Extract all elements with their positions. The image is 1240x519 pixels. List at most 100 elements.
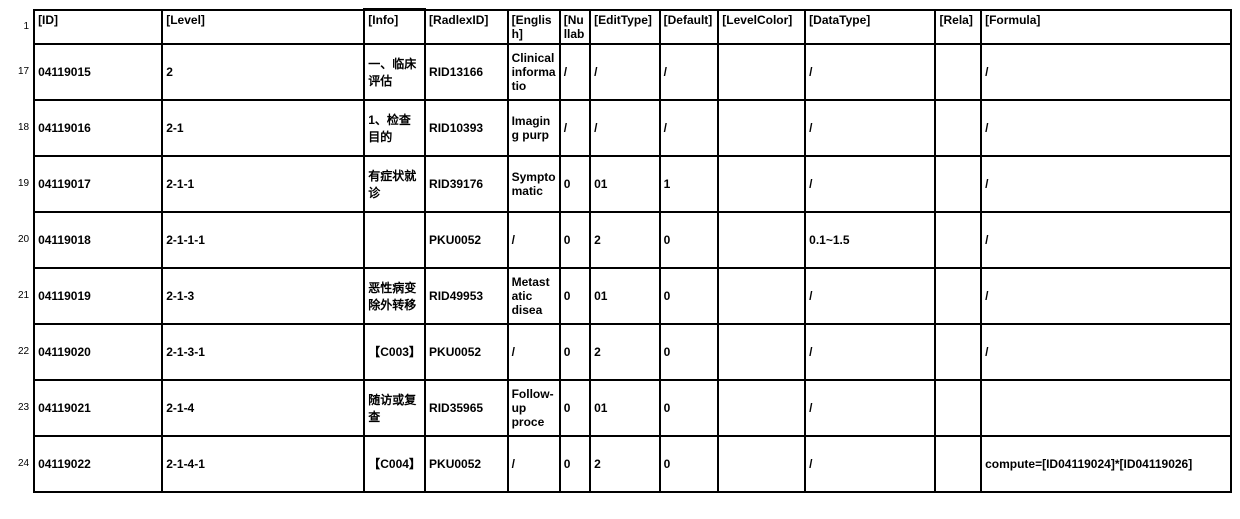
cell-info: 一、临床评估 [364, 44, 425, 100]
cell-level: 2 [162, 44, 364, 100]
cell-levelcolor [718, 268, 805, 324]
cell-rela [935, 156, 981, 212]
cell-formula: / [981, 268, 1231, 324]
cell-id: 04119021 [34, 380, 162, 436]
table-row: 21041190192-1-3恶性病变除外转移RID49953Metastati… [8, 268, 1231, 324]
cell-levelcolor [718, 380, 805, 436]
cell-nullab: / [560, 100, 590, 156]
cell-level: 2-1-3 [162, 268, 364, 324]
cell-rela [935, 436, 981, 492]
data-table: 1 [ID] [Level] [Info] [RadlexID] [Englis… [8, 8, 1232, 493]
cell-edittype: 01 [590, 268, 660, 324]
cell-rela [935, 100, 981, 156]
cell-rela [935, 380, 981, 436]
cell-radlex: PKU0052 [425, 324, 508, 380]
cell-english: / [508, 436, 560, 492]
cell-nullab: / [560, 44, 590, 100]
cell-edittype: 01 [590, 380, 660, 436]
cell-radlex: RID10393 [425, 100, 508, 156]
cell-level: 2-1-3-1 [162, 324, 364, 380]
row-number: 20 [8, 212, 34, 268]
cell-info [364, 212, 425, 268]
cell-level: 2-1-1-1 [162, 212, 364, 268]
cell-formula: / [981, 324, 1231, 380]
cell-datatype: / [805, 380, 935, 436]
cell-formula: / [981, 44, 1231, 100]
row-number: 21 [8, 268, 34, 324]
cell-datatype: / [805, 436, 935, 492]
cell-datatype: / [805, 156, 935, 212]
cell-edittype: 2 [590, 436, 660, 492]
cell-formula [981, 380, 1231, 436]
cell-formula: / [981, 100, 1231, 156]
header-rela: [Rela] [935, 10, 981, 44]
cell-info: 随访或复查 [364, 380, 425, 436]
header-rownum: 1 [8, 10, 34, 44]
header-default: [Default] [660, 10, 719, 44]
row-number: 24 [8, 436, 34, 492]
cell-level: 2-1-4-1 [162, 436, 364, 492]
cell-nullab: 0 [560, 156, 590, 212]
cell-info: 恶性病变除外转移 [364, 268, 425, 324]
cell-english: Imaging purp [508, 100, 560, 156]
cell-datatype: / [805, 44, 935, 100]
cell-info: 【C004】 [364, 436, 425, 492]
cell-datatype: / [805, 268, 935, 324]
cell-datatype: / [805, 324, 935, 380]
cell-default: 1 [660, 156, 719, 212]
cell-english: Symptomatic [508, 156, 560, 212]
cell-edittype: / [590, 44, 660, 100]
cell-datatype: 0.1~1.5 [805, 212, 935, 268]
cell-default: 0 [660, 268, 719, 324]
header-id: [ID] [34, 10, 162, 44]
cell-default: / [660, 100, 719, 156]
header-row: 1 [ID] [Level] [Info] [RadlexID] [Englis… [8, 10, 1231, 44]
cell-english: / [508, 324, 560, 380]
row-number: 22 [8, 324, 34, 380]
cell-edittype: / [590, 100, 660, 156]
cell-rela [935, 324, 981, 380]
cell-radlex: RID49953 [425, 268, 508, 324]
header-radlex: [RadlexID] [425, 10, 508, 44]
cell-levelcolor [718, 436, 805, 492]
header-formula: [Formula] [981, 10, 1231, 44]
cell-id: 04119015 [34, 44, 162, 100]
cell-radlex: RID39176 [425, 156, 508, 212]
cell-id: 04119019 [34, 268, 162, 324]
cell-radlex: RID13166 [425, 44, 508, 100]
header-levelcolor: [LevelColor] [718, 10, 805, 44]
cell-english: Clinical informatio [508, 44, 560, 100]
cell-level: 2-1-4 [162, 380, 364, 436]
cell-id: 04119016 [34, 100, 162, 156]
cell-english: Metastatic disea [508, 268, 560, 324]
cell-nullab: 0 [560, 268, 590, 324]
cell-edittype: 01 [590, 156, 660, 212]
table-row: 17041190152一、临床评估RID13166Clinical inform… [8, 44, 1231, 100]
cell-level: 2-1 [162, 100, 364, 156]
cell-id: 04119017 [34, 156, 162, 212]
cell-default: 0 [660, 380, 719, 436]
cell-levelcolor [718, 44, 805, 100]
cell-levelcolor [718, 100, 805, 156]
cell-level: 2-1-1 [162, 156, 364, 212]
row-number: 23 [8, 380, 34, 436]
header-nullab: [Nullab [560, 10, 590, 44]
cell-formula: / [981, 212, 1231, 268]
cell-default: 0 [660, 324, 719, 380]
table-row: 23041190212-1-4随访或复查RID35965Follow-up pr… [8, 380, 1231, 436]
cell-nullab: 0 [560, 212, 590, 268]
row-number: 19 [8, 156, 34, 212]
cell-radlex: PKU0052 [425, 436, 508, 492]
cell-info: 【C003】 [364, 324, 425, 380]
cell-default: 0 [660, 212, 719, 268]
row-number: 17 [8, 44, 34, 100]
cell-rela [935, 212, 981, 268]
header-level: [Level] [162, 10, 364, 44]
cell-rela [935, 268, 981, 324]
cell-english: / [508, 212, 560, 268]
table-row: 20041190182-1-1-1PKU0052/0200.1~1.5/ [8, 212, 1231, 268]
header-datatype: [DataType] [805, 10, 935, 44]
cell-nullab: 0 [560, 324, 590, 380]
header-info: [Info] [364, 10, 425, 44]
cell-nullab: 0 [560, 436, 590, 492]
